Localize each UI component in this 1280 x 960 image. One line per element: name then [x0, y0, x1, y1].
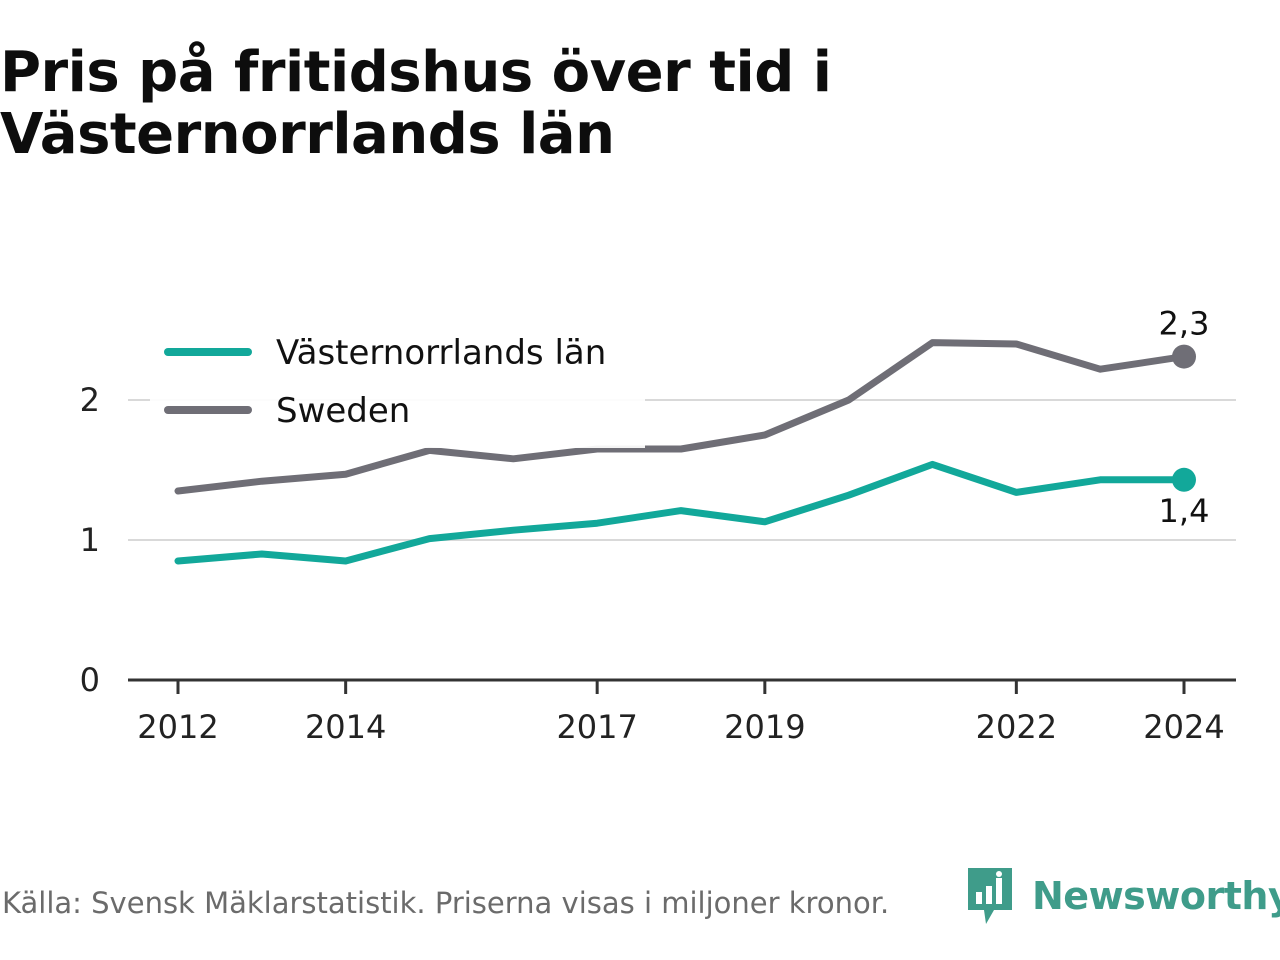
brand-logo[interactable]: Newsworthy: [964, 866, 1280, 926]
x-tick-label-2024: 2024: [1143, 708, 1224, 746]
series-line-vasternorrland: [174, 460, 1188, 565]
end-point-sweden: [1172, 344, 1196, 369]
chart-title: Pris på fritidshus över tid i Västernorr…: [0, 40, 832, 167]
x-tick-label-2017: 2017: [556, 708, 637, 746]
legend-label-1[interactable]: Sweden: [276, 391, 410, 431]
y-tick-label-2: 2: [80, 381, 100, 419]
x-tick-label-2019: 2019: [724, 708, 805, 746]
end-point-vasternorrland: [1172, 467, 1196, 492]
source-note: Källa: Svensk Mäklarstatistik. Priserna …: [2, 886, 890, 920]
x-tick-label-2012: 2012: [137, 708, 218, 746]
legend-label-0[interactable]: Västernorrlands län: [276, 333, 606, 373]
legend: Västernorrlands län Sweden: [150, 318, 645, 448]
y-axis-tick-labels: 0 1 2: [80, 381, 100, 699]
y-tick-label-0: 0: [80, 661, 100, 699]
end-label-sweden: 2,3: [1159, 305, 1210, 343]
legend-background: [150, 318, 645, 448]
x-tick-label-2014: 2014: [305, 708, 386, 746]
y-tick-label-1: 1: [80, 521, 100, 559]
series-lines: 1,4 2,3: [174, 305, 1210, 565]
x-axis: 2012 2014 2017 2019 2022 2024: [128, 678, 1236, 746]
x-tick-label-2022: 2022: [976, 708, 1057, 746]
series-line-sweden: [174, 339, 1188, 495]
newsworthy-logo-icon: [968, 868, 1012, 924]
line-chart: 2012 2014 2017 2019 2022 2024 0 1 2 1,4 2,3 Väst…: [80, 305, 1236, 746]
end-label-vasternorrland: 1,4: [1159, 492, 1210, 530]
brand-name: Newsworthy: [1032, 874, 1280, 918]
